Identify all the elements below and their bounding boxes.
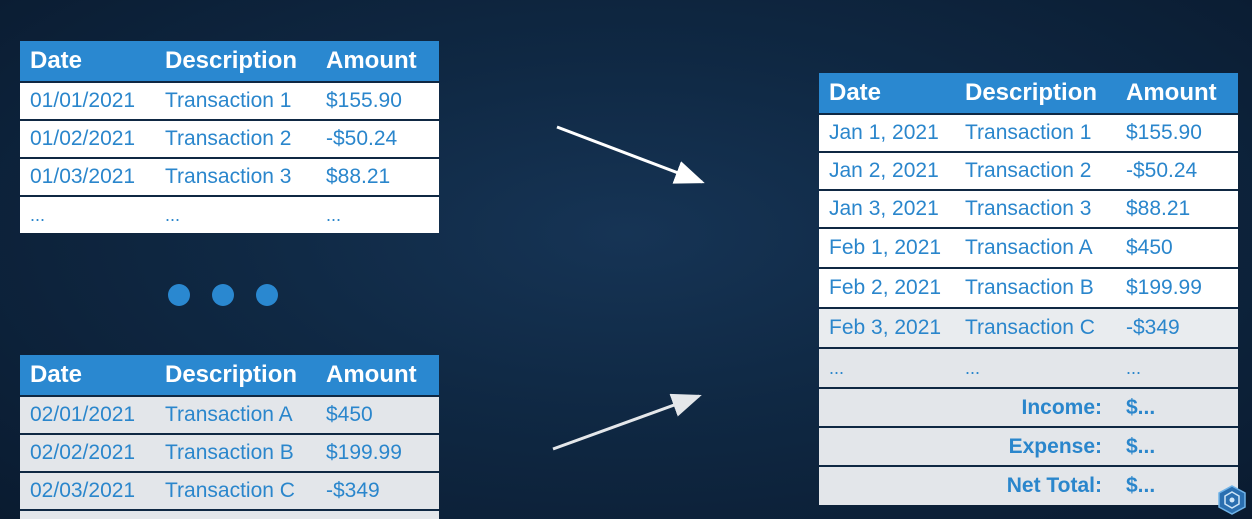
table-header: Date Description Amount [20,355,439,396]
cell-description: Transaction A [955,227,1116,268]
header-description: Description [955,73,1116,114]
table-row-partial [20,509,439,519]
cell-description: Transaction 1 [955,113,1116,152]
table-row: 02/01/2021 Transaction A $450 [20,395,439,434]
cell-amount: $450 [1116,227,1238,268]
table-row: 02/02/2021 Transaction B $199.99 [20,433,439,472]
cell-amount: -$349 [316,471,439,510]
cell-amount: $199.99 [316,433,439,472]
table-row: Feb 3, 2021 Transaction C -$349 [819,307,1238,348]
ellipsis-cell: ... [20,195,155,233]
ellipsis-cell: ... [155,195,316,233]
february-table: Date Description Amount 02/01/2021 Trans… [20,355,439,519]
summary-row-income: Income: $... [819,387,1238,427]
cell-amount: $199.99 [1116,267,1238,308]
header-date: Date [819,73,955,114]
table-header: Date Description Amount [819,73,1238,114]
cell-amount: $155.90 [1116,113,1238,152]
cell-amount: $155.90 [316,81,439,120]
table-row: Jan 2, 2021 Transaction 2 -$50.24 [819,151,1238,190]
cell-description: Transaction 1 [155,81,316,120]
cell-amount: $88.21 [1116,189,1238,228]
arrow-right-up-icon [552,393,702,451]
table-header: Date Description Amount [20,41,439,82]
header-date: Date [20,355,155,396]
summary-row-net-total: Net Total: $... [819,465,1238,505]
header-amount: Amount [316,355,439,396]
table-row: 01/01/2021 Transaction 1 $155.90 [20,81,439,120]
ellipsis-row: ... ... ... [20,195,439,233]
hexagon-logo-icon [1218,485,1246,515]
cell-description: Transaction 3 [955,189,1116,228]
ellipsis-cell: ... [316,195,439,233]
summary-value: $... [1116,426,1238,466]
cell-date: 02/01/2021 [20,395,155,434]
cell-description: Transaction B [955,267,1116,308]
summary-label: Expense: [819,426,1116,466]
cell-amount: -$349 [1116,307,1238,348]
summary-value: $... [1116,465,1238,505]
cell-date: Jan 3, 2021 [819,189,955,228]
cell-date: Jan 2, 2021 [819,151,955,190]
summary-value: $... [1116,387,1238,427]
header-description: Description [155,41,316,82]
header-description: Description [155,355,316,396]
ellipsis-cell: ... [955,347,1116,388]
combined-table: Date Description Amount Jan 1, 2021 Tran… [819,73,1238,505]
cell-date: Feb 2, 2021 [819,267,955,308]
cell-amount: $450 [316,395,439,434]
table-row: 01/03/2021 Transaction 3 $88.21 [20,157,439,196]
cell-amount: $88.21 [316,157,439,196]
table-row: 02/03/2021 Transaction C -$349 [20,471,439,510]
header-date: Date [20,41,155,82]
ellipsis-row: ... ... ... [819,347,1238,388]
cell-description: Transaction A [155,395,316,434]
cell-date: 01/01/2021 [20,81,155,120]
january-table: Date Description Amount 01/01/2021 Trans… [20,41,439,233]
summary-label: Income: [819,387,1116,427]
arrow-right-down-icon [556,125,705,184]
cell-description: Transaction 3 [155,157,316,196]
cell-description: Transaction B [155,433,316,472]
cell-description: Transaction 2 [155,119,316,158]
table-row: 01/02/2021 Transaction 2 -$50.24 [20,119,439,158]
cell-amount: -$50.24 [1116,151,1238,190]
table-row: Feb 1, 2021 Transaction A $450 [819,227,1238,268]
cell-amount: -$50.24 [316,119,439,158]
cell-date: 01/02/2021 [20,119,155,158]
table-row: Jan 1, 2021 Transaction 1 $155.90 [819,113,1238,152]
ellipsis-cell: ... [819,347,955,388]
table-row: Feb 2, 2021 Transaction B $199.99 [819,267,1238,308]
summary-label: Net Total: [819,465,1116,505]
header-amount: Amount [1116,73,1238,114]
summary-row-expense: Expense: $... [819,426,1238,466]
cell-description: Transaction C [155,471,316,510]
cell-date: Feb 3, 2021 [819,307,955,348]
cell-description: Transaction 2 [955,151,1116,190]
header-amount: Amount [316,41,439,82]
cell-date: Feb 1, 2021 [819,227,955,268]
cell-date: Jan 1, 2021 [819,113,955,152]
ellipsis-cell: ... [1116,347,1238,388]
cell-date: 02/03/2021 [20,471,155,510]
cell-description: Transaction C [955,307,1116,348]
table-row: Jan 3, 2021 Transaction 3 $88.21 [819,189,1238,228]
cell-date: 01/03/2021 [20,157,155,196]
cell-date: 02/02/2021 [20,433,155,472]
